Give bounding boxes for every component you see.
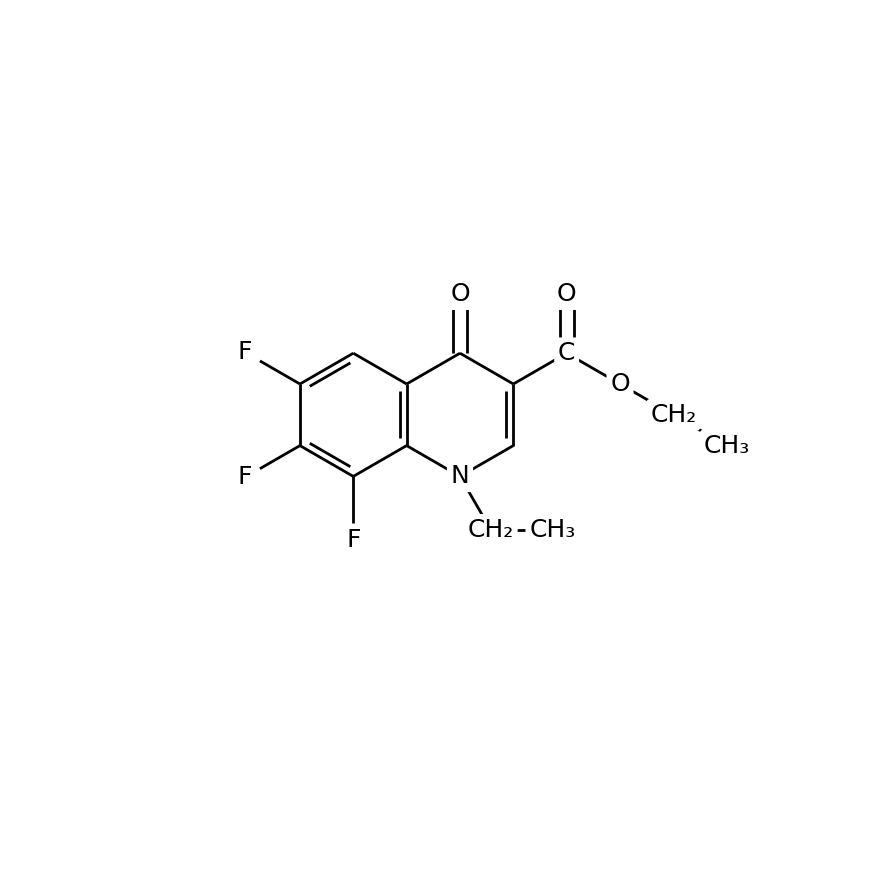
Text: N: N bbox=[450, 465, 469, 489]
Text: F: F bbox=[346, 528, 360, 552]
Text: F: F bbox=[238, 465, 252, 490]
Text: CH₃: CH₃ bbox=[530, 518, 576, 542]
Text: O: O bbox=[557, 282, 577, 306]
Text: C: C bbox=[558, 341, 575, 365]
Text: O: O bbox=[611, 372, 630, 396]
Text: CH₂: CH₂ bbox=[467, 518, 514, 542]
Text: F: F bbox=[238, 340, 252, 364]
Text: O: O bbox=[450, 282, 470, 306]
Text: CH₃: CH₃ bbox=[704, 433, 750, 457]
Text: CH₂: CH₂ bbox=[651, 403, 697, 427]
